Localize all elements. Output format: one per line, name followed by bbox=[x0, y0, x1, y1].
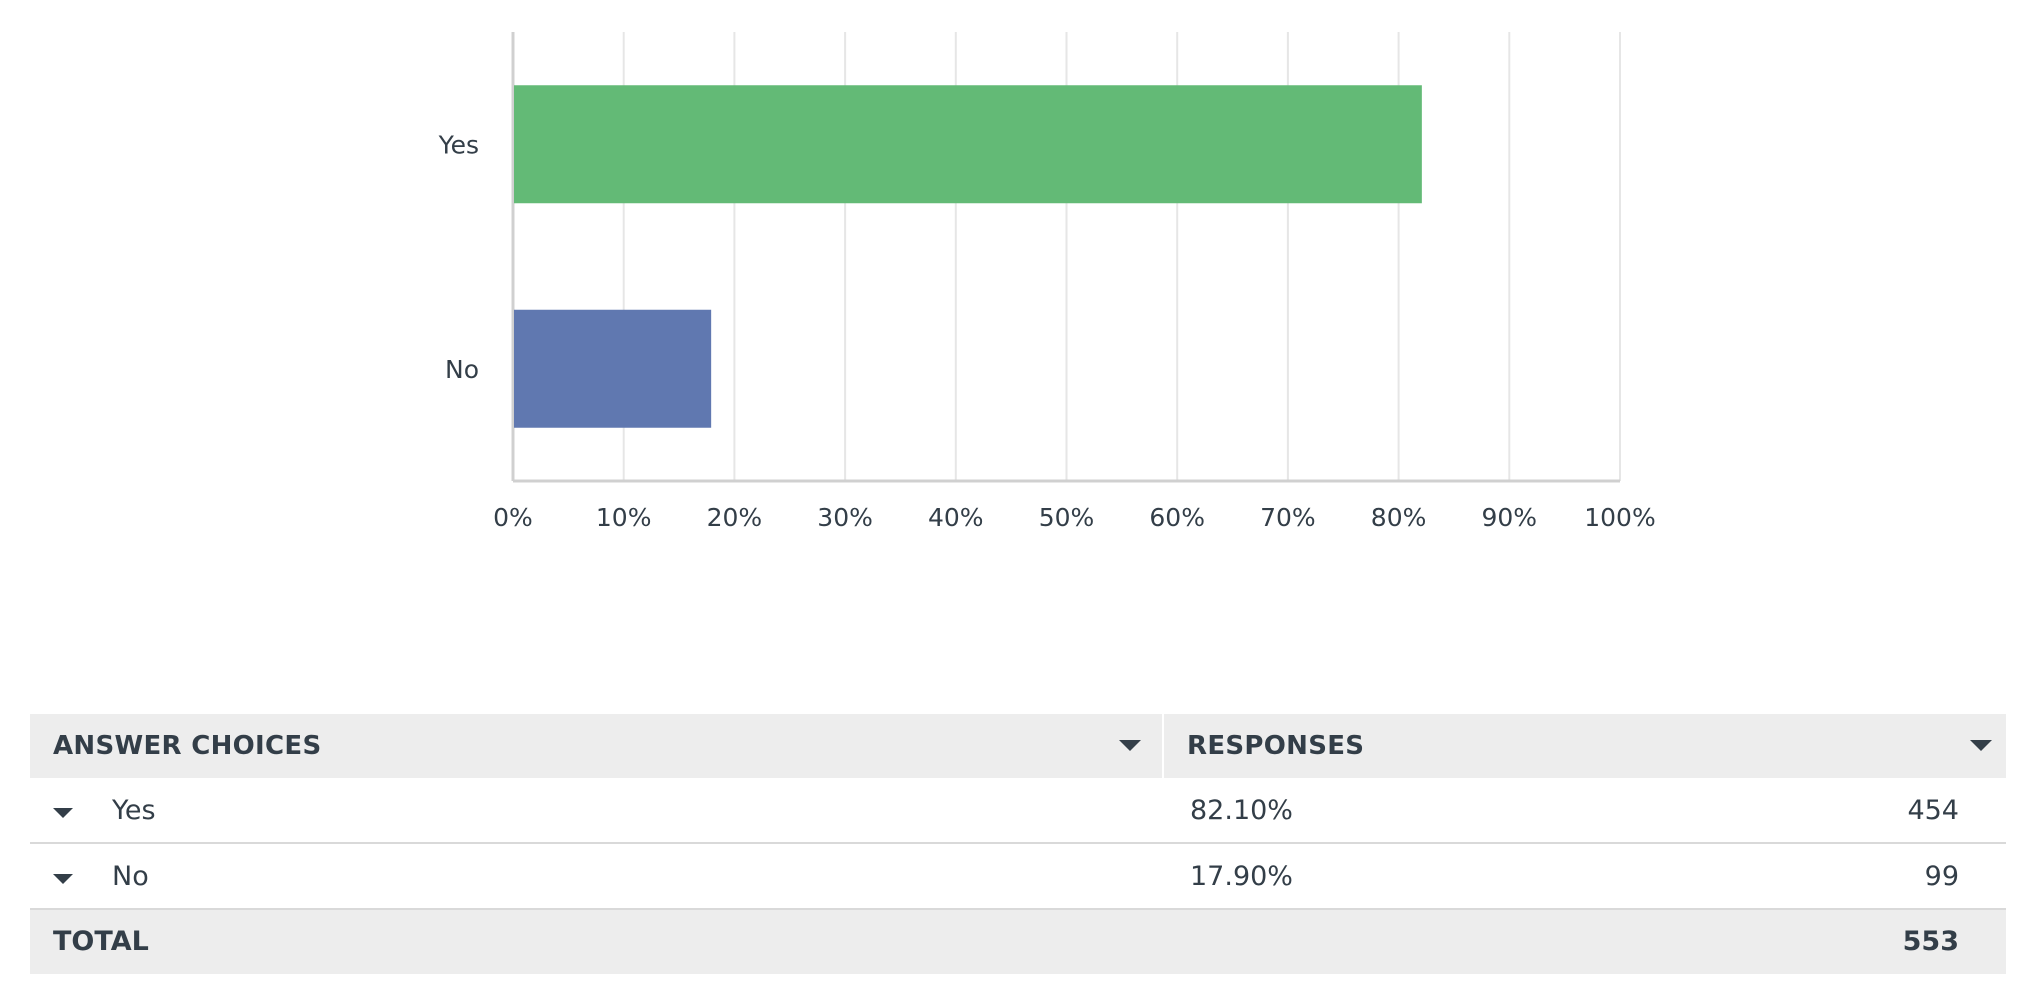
sort-arrow-icon[interactable] bbox=[1119, 740, 1141, 751]
bar-chart: Yes No 0% 10% 20% 30% 40% 50% 60% 70% 80% 90% 100% bbox=[438, 32, 1656, 532]
table-row-yes: Yes 82.10% 454 bbox=[30, 778, 2006, 844]
x-tick-label: 10% bbox=[596, 503, 652, 532]
responses-header-label: RESPONSES bbox=[1187, 731, 1365, 761]
answer-choices-header[interactable]: ANSWER CHOICES bbox=[30, 714, 1164, 778]
bar-yes bbox=[514, 85, 1422, 204]
responses-header[interactable]: RESPONSES bbox=[1164, 714, 2006, 778]
results-table: ANSWER CHOICES RESPONSES Yes 82.10% 454 … bbox=[30, 714, 2006, 974]
x-tick-label: 50% bbox=[1039, 503, 1095, 532]
answer-choice-label: Yes bbox=[112, 795, 156, 826]
x-tick-label: 90% bbox=[1482, 503, 1538, 532]
table-header-row: ANSWER CHOICES RESPONSES bbox=[30, 714, 2006, 778]
table-row-no: No 17.90% 99 bbox=[30, 844, 2006, 910]
answer-choice-label: No bbox=[112, 861, 149, 892]
x-tick-label: 30% bbox=[817, 503, 873, 532]
total-count: 553 bbox=[1902, 926, 1959, 957]
category-label: Yes bbox=[438, 130, 479, 159]
x-tick-label: 80% bbox=[1371, 503, 1427, 532]
bar-chart-svg: Yes No 0% 10% 20% 30% 40% 50% 60% 70% 80% 90% 100% bbox=[438, 32, 1656, 532]
answer-choices-header-label: ANSWER CHOICES bbox=[53, 731, 322, 761]
x-tick-label: 0% bbox=[493, 503, 533, 532]
category-label: No bbox=[445, 355, 479, 384]
x-tick-label: 60% bbox=[1149, 503, 1205, 532]
sort-arrow-icon[interactable] bbox=[1970, 740, 1992, 751]
expand-arrow-icon[interactable] bbox=[53, 808, 73, 818]
response-count: 99 bbox=[1924, 861, 1959, 892]
x-tick-label: 20% bbox=[707, 503, 763, 532]
response-percent: 82.10% bbox=[1190, 795, 1293, 826]
x-tick-label: 40% bbox=[928, 503, 984, 532]
table-total-row: TOTAL 553 bbox=[30, 910, 2006, 974]
total-label: TOTAL bbox=[53, 926, 149, 957]
x-tick-label: 100% bbox=[1584, 503, 1655, 532]
expand-arrow-icon[interactable] bbox=[53, 874, 73, 884]
response-percent: 17.90% bbox=[1190, 861, 1293, 892]
x-tick-label: 70% bbox=[1260, 503, 1316, 532]
response-count: 454 bbox=[1907, 795, 1959, 826]
bar-no bbox=[514, 309, 712, 428]
